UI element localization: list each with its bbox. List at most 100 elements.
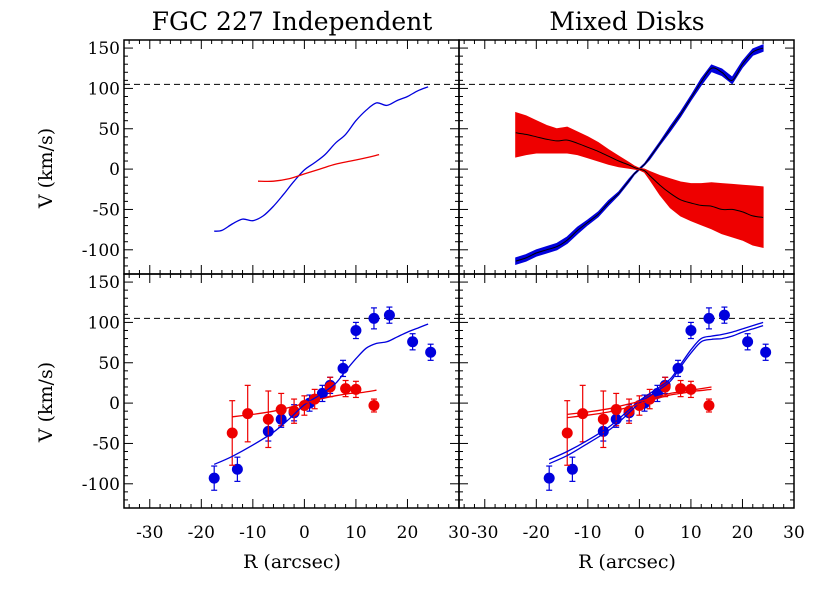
y-tick-label: 0 — [109, 160, 120, 180]
data-point — [368, 398, 380, 413]
data-point — [208, 465, 220, 491]
data-point — [742, 333, 754, 351]
marker — [685, 324, 697, 336]
x-tick-label: 20 — [732, 523, 754, 543]
data-point — [425, 343, 437, 361]
x-tick-label: 30 — [783, 523, 805, 543]
plot-area — [124, 83, 459, 232]
data-point — [383, 306, 395, 324]
x-tick-label: 0 — [299, 523, 310, 543]
marker — [242, 408, 254, 420]
marker — [407, 336, 419, 348]
x-axis-label-right: R (arcsec) — [578, 551, 676, 573]
y-tick-label: 150 — [88, 39, 120, 59]
y-axis-label-top: V (km/s) — [35, 128, 57, 209]
y-tick-label: 100 — [88, 79, 120, 99]
panel-title-left: FGC 227 Independent — [152, 7, 433, 36]
model-curve-3 — [548, 324, 764, 465]
x-tick-label: -30 — [471, 523, 498, 543]
y-tick-label: -50 — [93, 434, 120, 454]
band-2 — [515, 111, 764, 249]
x-tick-label: 10 — [345, 523, 367, 543]
data-point — [566, 456, 578, 482]
marker — [425, 346, 437, 358]
data-point — [760, 343, 772, 361]
data-point — [703, 398, 715, 413]
x-tick-label: 10 — [680, 523, 702, 543]
data-point — [350, 321, 362, 340]
model-curve-4 — [232, 389, 377, 418]
data-point — [685, 321, 697, 340]
marker — [566, 463, 578, 475]
data-point — [597, 390, 609, 449]
panel-4: -30 -20 -10 0 10 20 30 — [458, 273, 805, 543]
model-curve-1 — [214, 86, 429, 232]
x-axis-label-left: R (arcsec) — [243, 551, 341, 573]
data-point — [231, 456, 243, 482]
marker — [231, 463, 243, 475]
data-point — [226, 400, 238, 466]
plot-area — [459, 44, 794, 265]
marker — [350, 383, 362, 395]
marker — [208, 472, 220, 484]
model-curve-4 — [548, 321, 764, 461]
x-tick-label: -30 — [136, 523, 163, 543]
data-point — [262, 390, 274, 449]
panel-frame — [123, 39, 460, 275]
data-point — [242, 384, 254, 443]
marker — [597, 413, 609, 425]
panel-frame — [458, 273, 795, 509]
data-point — [718, 306, 730, 324]
marker — [718, 309, 730, 321]
marker — [703, 400, 715, 412]
panel-frame — [123, 273, 460, 509]
marker — [288, 405, 300, 417]
data-point — [288, 398, 300, 424]
y-tick-label: 50 — [98, 354, 120, 374]
x-tick-label: -20 — [523, 523, 550, 543]
marker — [368, 400, 380, 412]
panel-title-right: Mixed Disks — [549, 7, 704, 36]
data-point — [703, 307, 715, 330]
marker — [340, 383, 352, 395]
x-tick-label: 0 — [634, 523, 645, 543]
x-tick-label: -10 — [574, 523, 601, 543]
marker — [350, 324, 362, 336]
marker — [368, 312, 380, 324]
marker — [383, 309, 395, 321]
panel-2 — [458, 39, 795, 275]
x-tick-label: 30 — [448, 523, 470, 543]
y-tick-label: -100 — [82, 475, 120, 495]
y-tick-label: 50 — [98, 120, 120, 140]
x-tick-label: -20 — [188, 523, 215, 543]
y-tick-label: 150 — [88, 273, 120, 293]
band-centerline-2 — [515, 132, 764, 218]
model-curve-6 — [567, 386, 712, 416]
marker — [742, 336, 754, 348]
marker — [703, 312, 715, 324]
data-point — [368, 307, 380, 330]
data-point — [561, 400, 573, 466]
model-curve-2 — [257, 153, 380, 183]
band-1 — [515, 44, 764, 265]
marker — [226, 427, 238, 439]
y-axis-label-bottom: V (km/s) — [35, 362, 57, 443]
marker — [760, 346, 772, 358]
data-point — [407, 333, 419, 351]
marker — [561, 427, 573, 439]
y-tick-label: -100 — [82, 241, 120, 261]
plot-area — [124, 306, 459, 491]
y-tick-label: -50 — [93, 200, 120, 220]
x-tick-label: 20 — [397, 523, 419, 543]
model-curve-5 — [567, 388, 712, 419]
data-point — [543, 465, 555, 491]
data-point — [350, 380, 362, 399]
x-tick-label: -10 — [239, 523, 266, 543]
marker — [543, 472, 555, 484]
y-tick-label: 100 — [88, 313, 120, 333]
plot-area — [459, 306, 794, 491]
y-tick-label: 0 — [109, 394, 120, 414]
panel-1: 150 100 50 0 -50 -100 — [82, 39, 460, 275]
